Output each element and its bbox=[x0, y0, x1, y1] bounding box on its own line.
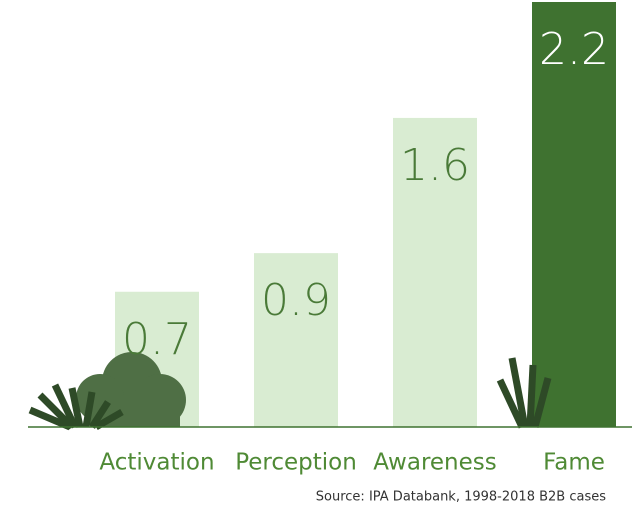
value-label: 0.9 bbox=[261, 275, 331, 326]
bar bbox=[393, 117, 477, 427]
category-label: Activation bbox=[99, 450, 214, 476]
bar bbox=[532, 2, 616, 427]
category-label: Awareness bbox=[373, 450, 497, 476]
category-label: Fame bbox=[543, 450, 605, 476]
value-label: 2.2 bbox=[539, 24, 609, 75]
source-note: Source: IPA Databank, 1998-2018 B2B case… bbox=[316, 490, 606, 505]
value-label: 0.7 bbox=[122, 314, 192, 365]
grass-decoration bbox=[28, 357, 552, 431]
bars bbox=[115, 2, 616, 427]
value-label: 1.6 bbox=[400, 140, 470, 191]
bar bbox=[254, 253, 338, 427]
category-label: Perception bbox=[235, 450, 357, 476]
